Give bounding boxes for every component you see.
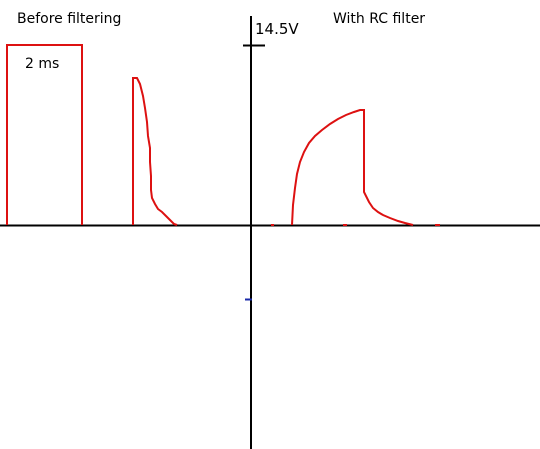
voltage-label: 14.5V [255, 20, 299, 38]
pulse-width-label: 2 ms [25, 56, 59, 72]
spike-pulse [132, 77, 178, 226]
square-pulse [6, 44, 83, 225]
with-rc-filter-label: With RC filter [333, 11, 425, 27]
before-filtering-label: Before filtering [17, 11, 121, 27]
rc-filtered-pulse [291, 109, 414, 226]
